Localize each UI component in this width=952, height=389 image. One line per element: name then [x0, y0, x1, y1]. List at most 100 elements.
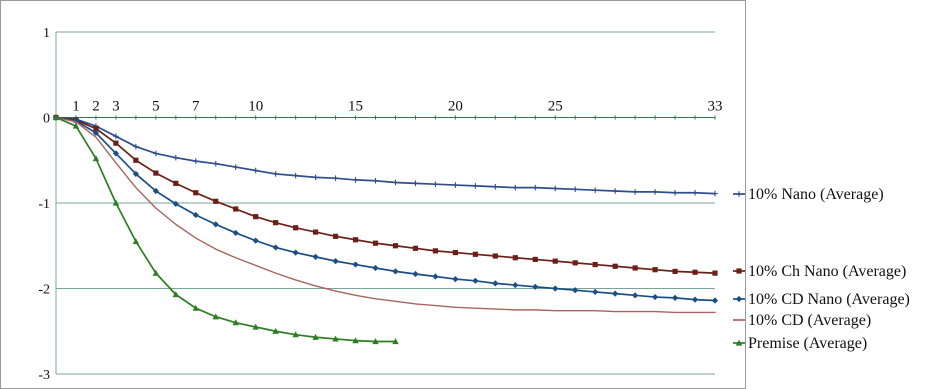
series-0-line	[55, 116, 716, 195]
series-0-point	[592, 187, 598, 193]
series-1-point	[233, 206, 239, 212]
series-4-point	[312, 333, 319, 340]
series-2-point	[152, 187, 159, 195]
series-2-point	[232, 229, 239, 237]
series-3-line	[55, 116, 716, 314]
series-2-point	[252, 237, 259, 244]
series-0-point	[672, 189, 678, 196]
series-1-point	[372, 240, 379, 246]
series-2-point	[671, 294, 679, 302]
series-1-point	[512, 255, 518, 261]
legend-item: 10% Nano (Average)	[733, 186, 884, 203]
series-1-point	[253, 214, 259, 220]
series-2-point	[432, 273, 439, 280]
series-2-point	[651, 293, 659, 301]
series-2-point	[691, 296, 699, 303]
series-4-point	[192, 304, 199, 311]
series-2-point	[572, 287, 579, 294]
series-0-point	[332, 175, 339, 182]
x-tick-label: 3	[112, 99, 120, 115]
x-tick-label: 1	[72, 99, 80, 115]
series-1-point	[113, 140, 119, 146]
legend-label: 10% CD Nano (Average)	[748, 291, 910, 308]
series-1-point	[612, 263, 618, 269]
series-0-point	[692, 189, 698, 196]
legend-label: 10% Ch Nano (Average)	[748, 263, 906, 280]
series-4-point	[152, 269, 160, 276]
x-tick-label: 20	[448, 99, 463, 115]
series-1-line	[55, 116, 716, 274]
series-0-point	[173, 154, 179, 161]
series-2-point	[412, 270, 419, 278]
series-0-point	[472, 183, 479, 189]
series-1-point	[672, 268, 678, 274]
series-2-point	[312, 253, 319, 260]
series-1-point	[472, 251, 478, 257]
series-0-point	[452, 182, 459, 188]
legend-label: Premise (Average)	[748, 335, 867, 352]
series-1-point	[153, 170, 159, 176]
series-2-point	[512, 281, 519, 289]
series-1-point	[492, 253, 498, 259]
series-1-point	[712, 270, 718, 276]
series-1-point	[652, 267, 658, 273]
series-1-point	[736, 268, 742, 274]
y-tick-label: -2	[38, 283, 50, 298]
series-0-point	[113, 133, 119, 140]
x-tick-label: 10	[248, 99, 263, 115]
series-1-point	[452, 249, 458, 256]
series-2-point	[172, 200, 179, 207]
legend-label: 10% Nano (Average)	[748, 186, 884, 203]
series-2-point	[372, 264, 379, 272]
series-2-point	[472, 277, 479, 284]
series-0-point	[272, 171, 279, 177]
series-2-point	[92, 129, 100, 136]
series-0-point	[736, 191, 742, 197]
series-4-point	[112, 199, 120, 206]
y-tick-label: 1	[43, 26, 50, 41]
series-4-point	[332, 335, 339, 342]
series-4-point	[272, 327, 279, 334]
series-0-point	[153, 150, 159, 157]
y-tick-label: -3	[38, 368, 50, 383]
series-1-point	[313, 229, 319, 235]
grid-layer	[56, 31, 715, 375]
series-4-point	[372, 338, 379, 345]
series-1-point	[293, 225, 299, 231]
series-0-point	[392, 179, 399, 186]
series-1-point	[632, 265, 638, 271]
series-1-point	[552, 258, 558, 264]
series-0-point	[212, 160, 219, 167]
series-2-point	[592, 288, 599, 296]
series-2-point	[272, 244, 279, 251]
y-tick-label: 0	[43, 112, 50, 127]
series-1-point	[432, 248, 439, 254]
series-0-point	[372, 177, 379, 184]
series-2-point	[532, 283, 539, 290]
series-1-point	[213, 198, 219, 204]
series-0-point	[352, 177, 359, 183]
series-4-point	[232, 319, 239, 326]
series-0-point	[312, 174, 319, 181]
series-0-point	[572, 186, 579, 193]
series-1-point	[692, 269, 698, 275]
series-1-point	[332, 233, 339, 239]
x-tick-label: 7	[192, 99, 200, 115]
series-1-point	[392, 243, 399, 249]
series-0-point	[712, 190, 718, 197]
x-tick-label: 5	[152, 99, 160, 115]
series-2-point	[292, 249, 299, 256]
series-2-point	[112, 150, 120, 157]
legend-item: 10% CD (Average)	[733, 312, 871, 329]
series-0-point	[492, 183, 499, 190]
series-1-point	[133, 157, 139, 163]
series-0-point	[652, 189, 658, 195]
series-0-point	[612, 188, 618, 194]
series-0-point	[192, 158, 199, 164]
series-2-point	[552, 285, 559, 292]
series-1-point	[592, 261, 598, 268]
x-tick-label: 2	[92, 99, 100, 115]
series-0-point	[232, 164, 239, 170]
